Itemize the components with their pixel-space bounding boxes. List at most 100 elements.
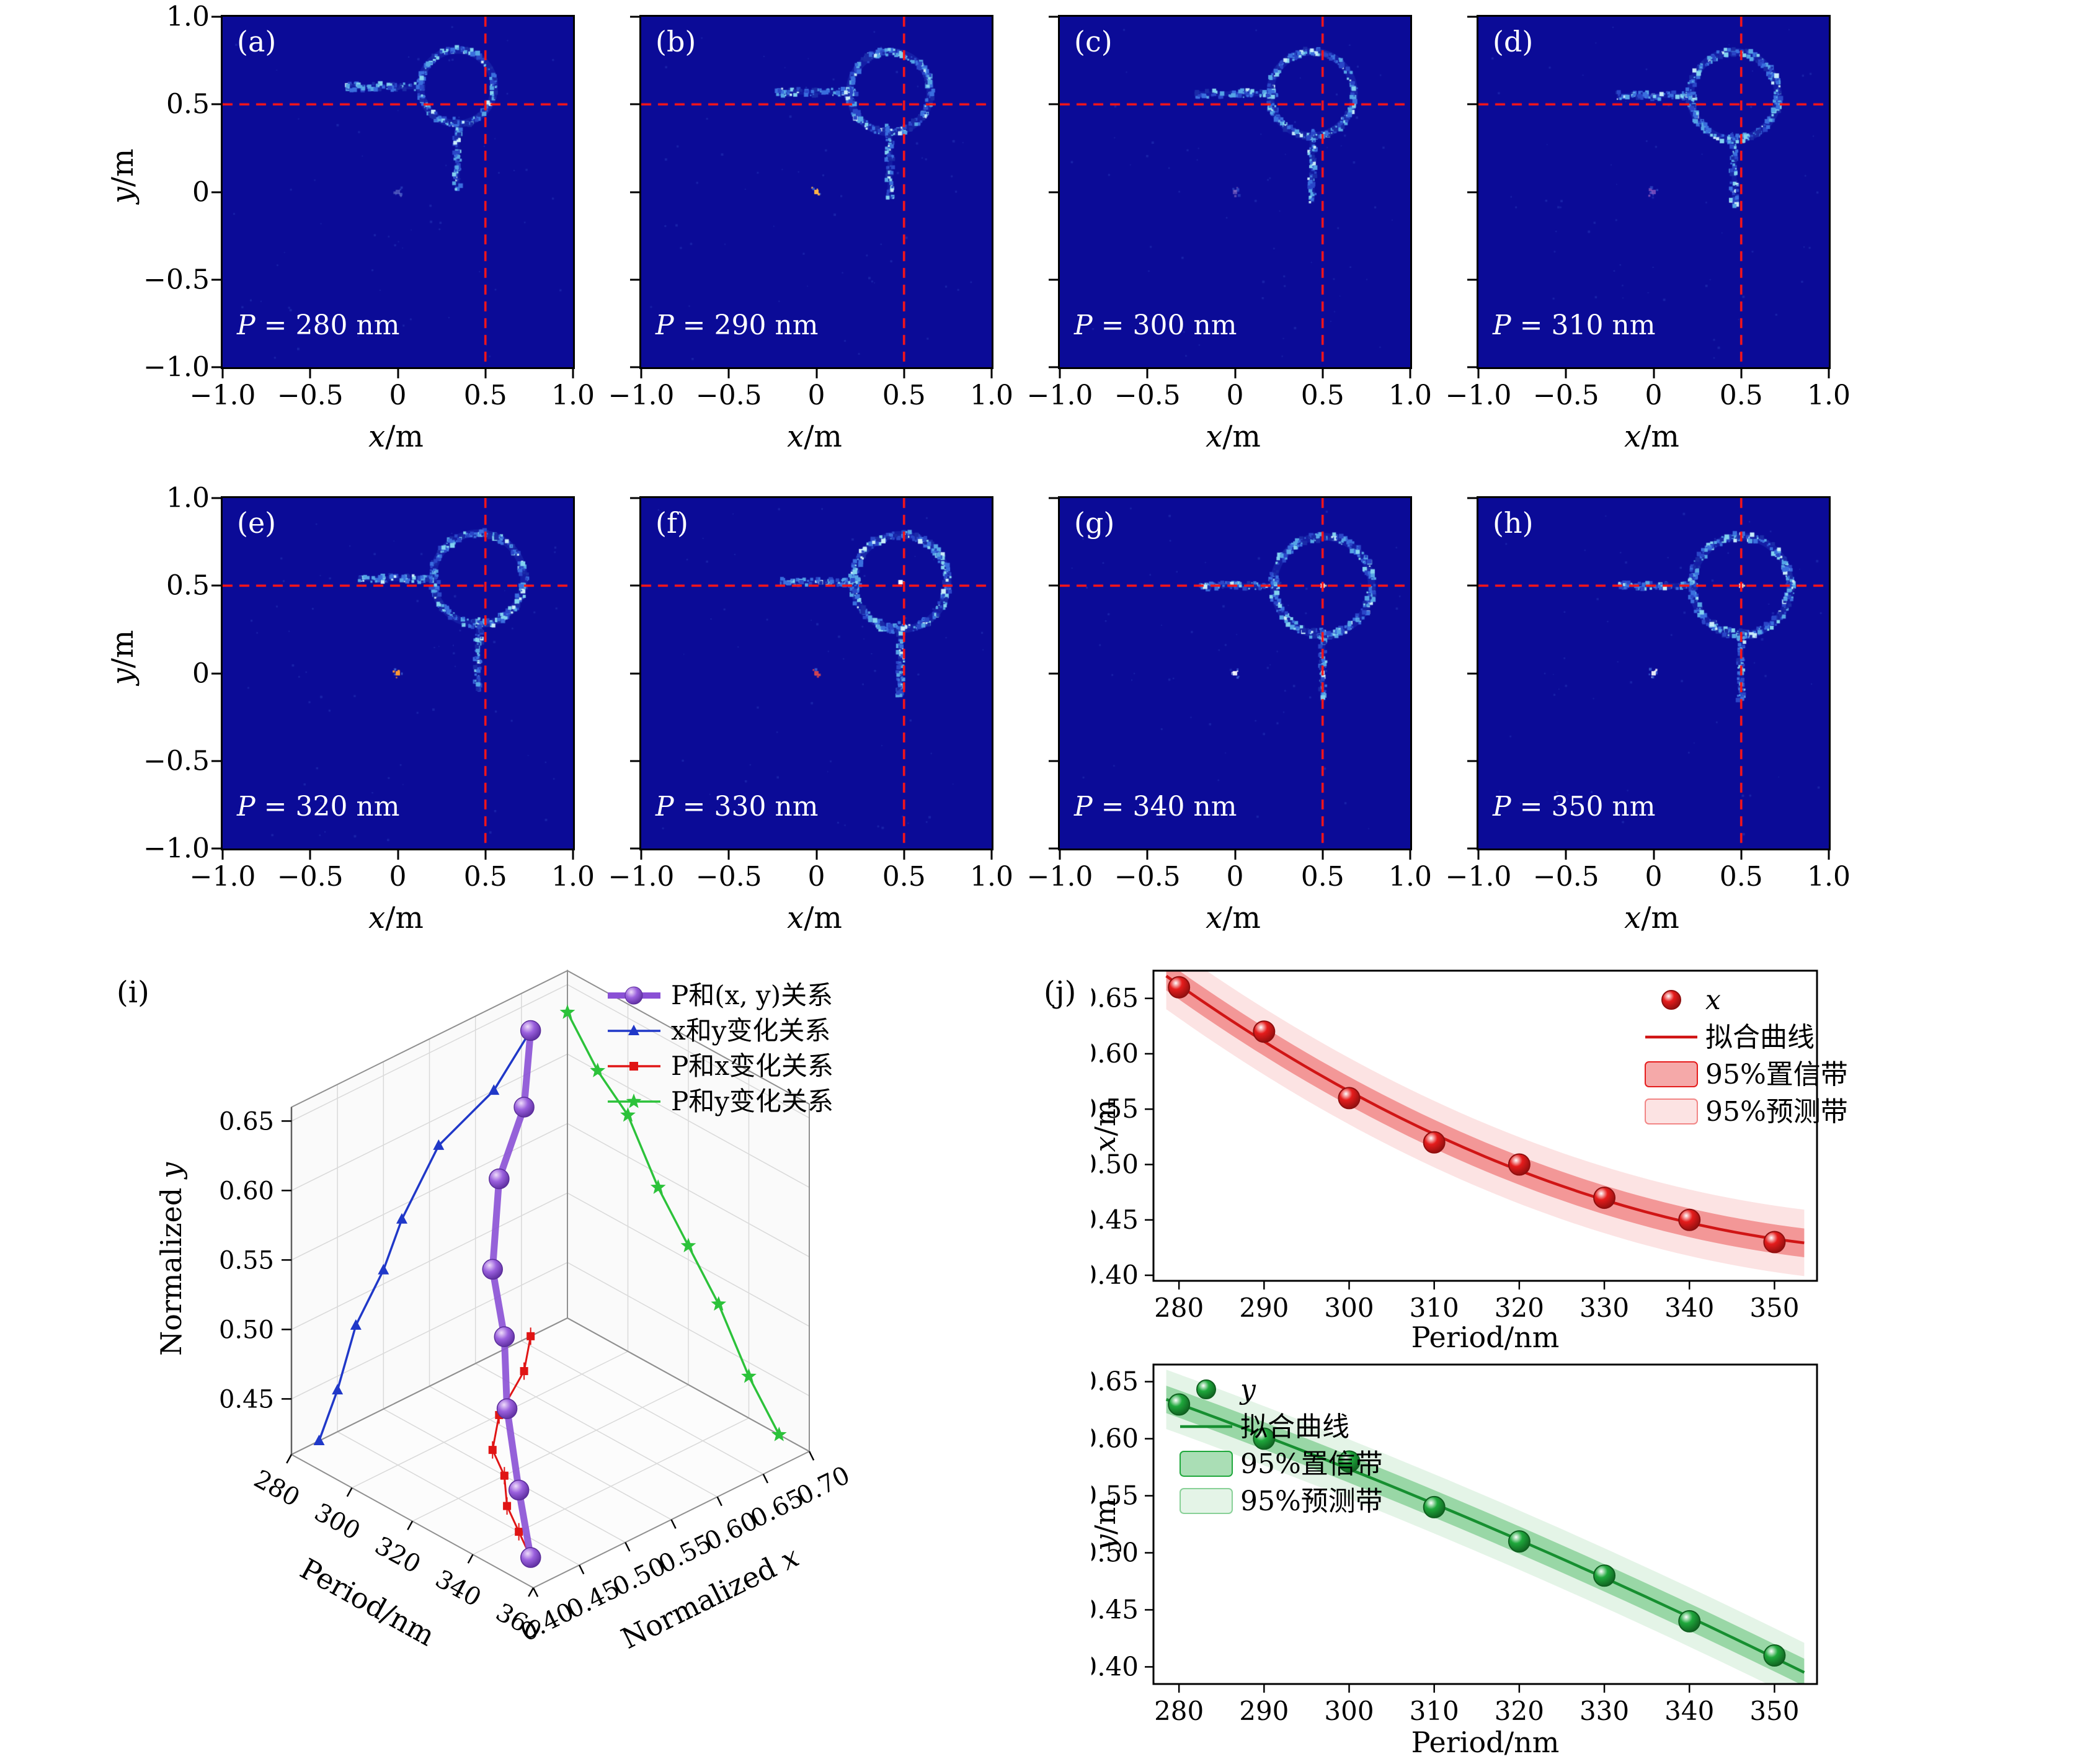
period-value: = 310 nm: [1511, 310, 1656, 341]
x-tick-mark: [1234, 850, 1236, 860]
period-var: P: [1493, 310, 1511, 341]
data-point: [1763, 1644, 1786, 1667]
x-axis-unit: /m: [804, 419, 842, 454]
y-tick-label: 1.0: [166, 1, 210, 33]
plot-content: [1165, 1370, 1805, 1684]
x-tick-label: 310: [1410, 1696, 1459, 1726]
legend-label: P和(x, y)关系: [671, 980, 833, 1010]
x-tick-label: −0.5: [277, 861, 344, 893]
series-xy-marker: [350, 1319, 362, 1330]
heatmap-panel-h: (h) P = 350 nm −1.0 −0.5 0 0.5 1.0 x/m: [1446, 496, 1851, 935]
panel-letter: (e): [237, 506, 277, 540]
x-tick-mark: [397, 369, 399, 378]
y-tick-label: 0.60: [1091, 1423, 1139, 1454]
y-tick-mark: [1467, 16, 1477, 18]
series-px-marker: [503, 1502, 512, 1510]
x-tick-label: 0: [807, 861, 825, 893]
y-tick-label: 0.50: [1091, 1537, 1139, 1567]
y-tick-label: −0.5: [143, 745, 210, 777]
data-point: [1593, 1564, 1616, 1587]
legend-label: x: [1705, 984, 1721, 1016]
normy-tick-label: 0.55: [219, 1246, 274, 1275]
x-tick-mark: [1565, 369, 1567, 378]
x-tick-mark: [1828, 369, 1830, 378]
x-tick-mark: [1477, 850, 1480, 860]
x-tick-label: 0: [1226, 380, 1244, 411]
period-tick-label: 280: [249, 1464, 304, 1512]
x-tick-mark: [815, 850, 817, 860]
normx-tick-mark: [624, 1542, 631, 1552]
grid-line: [291, 1053, 568, 1192]
x-tick-mark: [309, 850, 311, 860]
x-tick-mark: [1409, 850, 1411, 860]
panel-letter: (c): [1074, 25, 1113, 58]
y-tick-mark: [1049, 103, 1058, 105]
period-value: = 320 nm: [255, 791, 400, 822]
y-tick-mark: [211, 672, 221, 674]
series-pxy-sphere: [489, 1168, 510, 1190]
grid-line: [291, 1123, 568, 1261]
x-tick-label: 0.5: [882, 380, 926, 411]
x-axis-title: Period/nm: [1411, 1726, 1560, 1759]
x-tick-label: 300: [1324, 1293, 1374, 1323]
fit-chart-y-panel: 280 290 300 310 320 330 340 350 0.40 0.45 0.50 0.55…: [1091, 1363, 1818, 1759]
y-tick-mark: [1467, 584, 1477, 587]
y-tick-mark: [630, 366, 639, 368]
y-axis-unit: /m: [105, 630, 140, 669]
y-tick-label: 0: [192, 657, 210, 689]
series-xy-marker: [488, 1084, 500, 1095]
period-tick-mark: [467, 1554, 474, 1564]
panel-letter: (f): [655, 506, 688, 540]
grid-line: [567, 1123, 810, 1258]
heatmap-canvas: [1477, 15, 1831, 369]
period-var: P: [1493, 791, 1511, 822]
x-tick-mark: [903, 850, 905, 860]
series-pxy-sphere: [494, 1326, 515, 1347]
x-tick-mark: [221, 369, 224, 378]
y-tick-label: 0.60: [1091, 1038, 1139, 1069]
x-tick-label: −1.0: [1445, 380, 1512, 411]
x-tick-label: −1.0: [608, 861, 675, 893]
y-tick-mark: [1049, 672, 1058, 674]
y-tick-label: 0.40: [1091, 1260, 1139, 1290]
period-var: P: [655, 310, 674, 341]
x-tick-mark: [727, 850, 730, 860]
period-tick-label: 300: [309, 1498, 365, 1546]
data-point: [1338, 1087, 1361, 1110]
legend-label: 95%置信带: [1240, 1448, 1383, 1480]
data-point: [1678, 1610, 1701, 1633]
y-tick-mark: [211, 16, 221, 18]
x-tick-label: −1.0: [608, 380, 675, 411]
period-tick-label: 320: [370, 1531, 425, 1579]
x-tick-mark: [1059, 369, 1061, 378]
y-tick-label: 0.50: [1091, 1149, 1139, 1180]
y-axis-var: y: [105, 668, 140, 685]
x-axis-label: x/m: [221, 419, 571, 454]
period-var: P: [1074, 310, 1093, 341]
x-axis-unit: /m: [1222, 901, 1261, 935]
x-axis-var: x: [368, 901, 386, 935]
heatmap-canvas: [221, 15, 575, 369]
normy-axis-title: Normalized y: [154, 1162, 188, 1356]
x-axis-label: x/m: [1058, 901, 1408, 935]
data-point: [1168, 1393, 1191, 1416]
y-tick-label: 0.5: [166, 569, 210, 602]
x-tick-label: 320: [1495, 1696, 1544, 1726]
y-tick-mark: [630, 760, 639, 762]
heatmap-panel-d: (d) P = 310 nm −1.0 −0.5 0 0.5 1.0 x/m: [1446, 15, 1851, 454]
period-value: = 290 nm: [673, 310, 819, 341]
series-xy-marker: [313, 1435, 325, 1445]
series-px-marker: [515, 1528, 523, 1536]
normx-tick-mark: [532, 1587, 539, 1597]
x-tick-label: 0: [1226, 861, 1244, 893]
x-tick-label: 340: [1664, 1293, 1714, 1323]
x-tick-label: 0.5: [882, 861, 926, 893]
x-tick-mark: [640, 850, 642, 860]
plot-frame: [1152, 969, 1818, 1282]
x-tick-label: 280: [1154, 1696, 1204, 1726]
confidence-band: [1166, 971, 1805, 1257]
y-tick-label: 0: [192, 176, 210, 208]
x-tick-mark: [727, 369, 730, 378]
y-axis-var: y: [105, 187, 140, 204]
legend-ball-marker: [1661, 990, 1681, 1010]
